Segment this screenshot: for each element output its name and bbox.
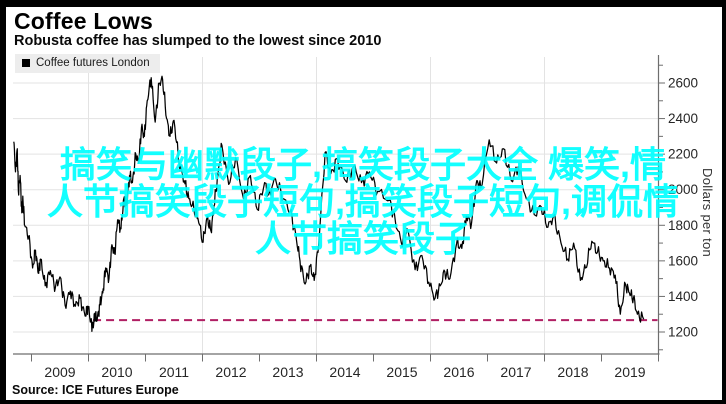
y-axis-title: Dollars per ton — [700, 168, 715, 258]
chart-subtitle: Robusta coffee has slumped to the lowest… — [14, 33, 382, 49]
source-label: Source: ICE Futures Europe — [12, 383, 179, 397]
y-tick-label: 2200 — [668, 147, 698, 162]
y-tick-label: 1600 — [668, 253, 698, 268]
x-tick-label: 2009 — [44, 364, 75, 380]
x-tick-label: 2013 — [272, 364, 303, 380]
x-tick-label: 2011 — [159, 364, 189, 380]
x-tick-label: 2016 — [443, 364, 474, 380]
legend-label: Coffee futures London — [36, 57, 150, 69]
y-tick-label: 2000 — [668, 182, 698, 197]
y-tick-label: 2400 — [668, 111, 698, 126]
y-tick-label: 1400 — [668, 289, 698, 304]
x-tick-label: 2014 — [329, 364, 360, 380]
x-tick-label: 2019 — [614, 364, 645, 380]
x-tick-label: 2015 — [386, 364, 417, 380]
y-tick-label: 1200 — [668, 324, 698, 339]
price-line-series — [13, 75, 645, 333]
legend: Coffee futures London — [15, 54, 160, 73]
page-title: Coffee Lows — [14, 8, 153, 34]
x-tick-label: 2010 — [101, 364, 132, 380]
x-tick-label: 2017 — [500, 364, 531, 380]
y-tick-label: 1800 — [668, 218, 698, 233]
x-tick-label: 2018 — [557, 364, 588, 380]
y-tick-label: 2600 — [668, 76, 698, 91]
legend-square-icon — [22, 59, 30, 67]
x-tick-label: 2012 — [215, 364, 246, 380]
